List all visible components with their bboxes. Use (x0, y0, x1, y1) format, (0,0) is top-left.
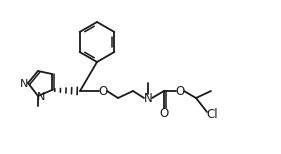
Text: O: O (175, 85, 185, 97)
Text: N: N (144, 91, 152, 105)
Text: N: N (37, 92, 45, 102)
Text: O: O (159, 107, 169, 120)
Text: Cl: Cl (206, 107, 218, 120)
Text: O: O (98, 85, 108, 97)
Text: N: N (20, 79, 28, 89)
